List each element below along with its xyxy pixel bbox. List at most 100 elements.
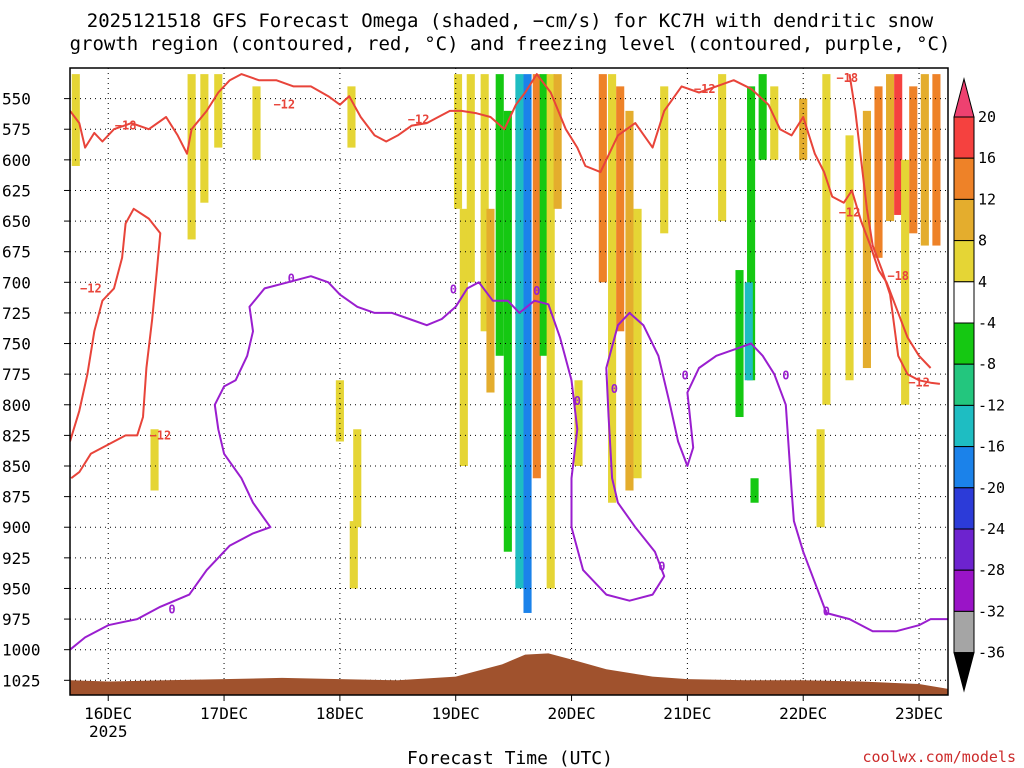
ytick-label-900: 900	[2, 518, 31, 537]
chart-title-line1: 2025121518 GFS Forecast Omega (shaded, −…	[87, 10, 934, 32]
ytick-label-925: 925	[2, 549, 31, 568]
colorbar-swatch-2	[953, 157, 975, 200]
ytick-label-575: 575	[2, 120, 31, 139]
contour-label-14: 0	[574, 394, 581, 408]
colorbar-bottom-arrow	[953, 652, 975, 693]
omega-cell-14	[486, 208, 495, 393]
ytick-label-1000: 1000	[2, 641, 41, 660]
colorbar-tick-9: -20	[978, 479, 1005, 497]
ytick-label-775: 775	[2, 365, 31, 384]
contour-label-8: −12	[80, 281, 102, 295]
ytick-label-700: 700	[2, 273, 31, 292]
omega-cell-8	[349, 521, 358, 589]
omega-cell-17	[515, 74, 524, 589]
ytick-label-975: 975	[2, 610, 31, 629]
omega-cell-29	[660, 86, 669, 234]
plot-inner: −12 −18 −12 −12 −18 −12 −18 −12 −12 −12 0 0 0 0 0 0 0 0 0 0	[70, 68, 948, 695]
omega-cell-1	[187, 74, 196, 240]
omega-cell-35	[744, 282, 753, 381]
ytick-label-850: 850	[2, 457, 31, 476]
contour-label-0: −12	[273, 98, 295, 112]
omega-cell-42	[874, 86, 883, 258]
xtick-label-19DEC: 19DEC	[432, 704, 480, 723]
omega-cell-37	[799, 98, 808, 160]
contour-label-13: 0	[533, 284, 540, 298]
ytick-label-675: 675	[2, 243, 31, 262]
omega-cell-30	[718, 74, 727, 222]
omega-cell-22	[553, 74, 562, 209]
x-axis-label: Forecast Time (UTC)	[407, 748, 613, 768]
xtick-sublabel-16DEC: 2025	[89, 722, 128, 741]
chart-title-line2: growth region (contoured, red, °C) and f…	[70, 33, 951, 55]
colorbar-tick-7: -12	[978, 396, 1005, 414]
ytick-label-950: 950	[2, 579, 31, 598]
ytick-label-1025: 1025	[2, 671, 41, 690]
contour-label-4: −18	[836, 71, 858, 85]
colorbar-tick-4: 4	[978, 273, 987, 291]
contour-label-1: −18	[115, 119, 137, 133]
xtick-label-21DEC: 21DEC	[663, 704, 711, 723]
contour-label-16: 0	[658, 559, 665, 573]
omega-cell-12	[466, 74, 475, 283]
omega-cell-28	[633, 208, 642, 479]
colorbar-tick-6: -8	[978, 355, 996, 373]
omega-cell-11	[459, 208, 468, 466]
colorbar-swatch-8	[953, 404, 975, 448]
contour-label-18: 0	[782, 368, 789, 382]
omega-cell-46	[909, 86, 918, 234]
colorbar-swatch-7	[953, 363, 975, 406]
colorbar-swatch-9	[953, 446, 975, 489]
omega-cell-36	[770, 86, 779, 160]
ytick-label-800: 800	[2, 396, 31, 415]
ytick-label-600: 600	[2, 151, 31, 170]
contour-label-5: −12	[839, 206, 861, 220]
contour-label-19: 0	[823, 605, 830, 619]
ytick-label-725: 725	[2, 304, 31, 323]
colorbar-tick-3: 8	[978, 232, 987, 250]
contour-label-9: −12	[150, 428, 172, 442]
credit-text: coolwx.com/models	[862, 748, 1016, 766]
omega-cell-48	[932, 74, 941, 246]
colorbar-tick-1: 16	[978, 149, 996, 167]
terrain-fill	[70, 653, 948, 695]
contour-label-2: −12	[408, 112, 430, 126]
omega-cell-38	[816, 429, 825, 528]
colorbar-swatch-10	[953, 487, 975, 530]
omega-cell-9	[335, 380, 344, 442]
omega-cell-21	[546, 74, 555, 589]
omega-cell-2	[200, 74, 209, 203]
omega-cell-7	[353, 429, 362, 528]
colorbar-tick-11: -28	[978, 561, 1005, 579]
omega-cell-18	[523, 74, 532, 613]
omega-cell-6	[347, 86, 356, 148]
colorbar-tick-0: 20	[978, 108, 996, 126]
omega-cell-32	[747, 86, 756, 381]
colorbar-swatch-6	[953, 322, 975, 365]
contour-label-12: 0	[450, 283, 457, 297]
omega-cell-16	[503, 110, 512, 552]
colorbar-swatch-5	[953, 281, 975, 324]
ytick-label-625: 625	[2, 181, 31, 200]
colorbar-tick-2: 12	[978, 190, 996, 208]
omega-cell-34	[758, 74, 767, 160]
contour-label-6: −18	[887, 269, 909, 283]
colorbar-tick-12: -32	[978, 602, 1005, 620]
plot-frame	[69, 67, 949, 696]
colorbar-swatch-13	[953, 610, 975, 654]
contour-3	[70, 275, 948, 651]
ytick-label-875: 875	[2, 488, 31, 507]
contour-label-11: 0	[288, 272, 295, 286]
colorbar-swatch-4	[953, 240, 975, 283]
colorbar-swatch-12	[953, 569, 975, 612]
contour-2	[70, 207, 162, 479]
omega-cell-33	[750, 478, 759, 503]
xtick-label-23DEC: 23DEC	[895, 704, 943, 723]
omega-cell-20	[539, 74, 548, 356]
xtick-label-20DEC: 20DEC	[547, 704, 595, 723]
colorbar-swatch-3	[953, 198, 975, 242]
plot-area: −12 −18 −12 −12 −18 −12 −18 −12 −12 −12 0 0 0 0 0 0 0 0 0 0…	[2, 67, 949, 741]
colorbar-tick-8: -16	[978, 438, 1005, 456]
xtick-label-17DEC: 17DEC	[200, 704, 248, 723]
colorbar-tick-5: -4	[978, 314, 996, 332]
